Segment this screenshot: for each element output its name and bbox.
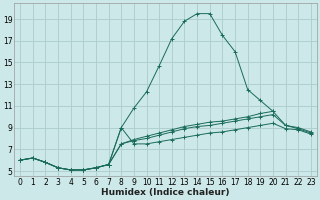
X-axis label: Humidex (Indice chaleur): Humidex (Indice chaleur) [101, 188, 230, 197]
